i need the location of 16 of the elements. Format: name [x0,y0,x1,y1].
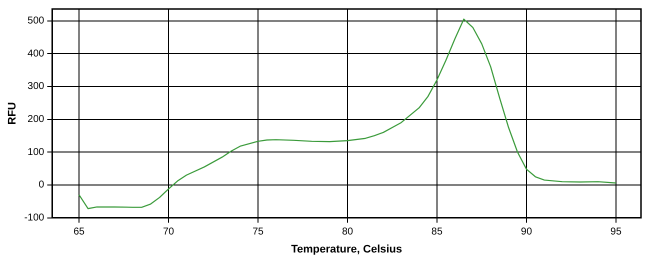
x-axis-title: Temperature, Celsius [291,243,402,256]
y-tick-label: 300 [28,81,45,92]
x-tick-label: 95 [610,226,622,238]
y-tick-label: 100 [28,146,45,158]
y-tick-label: 400 [28,48,45,60]
y-tick-label: -100 [24,212,45,224]
x-tick-label: 80 [342,226,354,238]
y-tick-label: 0 [38,180,45,191]
x-tick-label: 75 [252,226,264,238]
x-tick-label: 65 [73,226,86,238]
x-tick-label: 85 [431,226,443,238]
x-tick-label: 70 [162,226,175,238]
x-tick-label: 90 [520,226,532,238]
y-tick-label: 500 [28,16,45,27]
y-tick-label: 200 [28,114,45,126]
y-axis-title: RFU [6,102,19,125]
